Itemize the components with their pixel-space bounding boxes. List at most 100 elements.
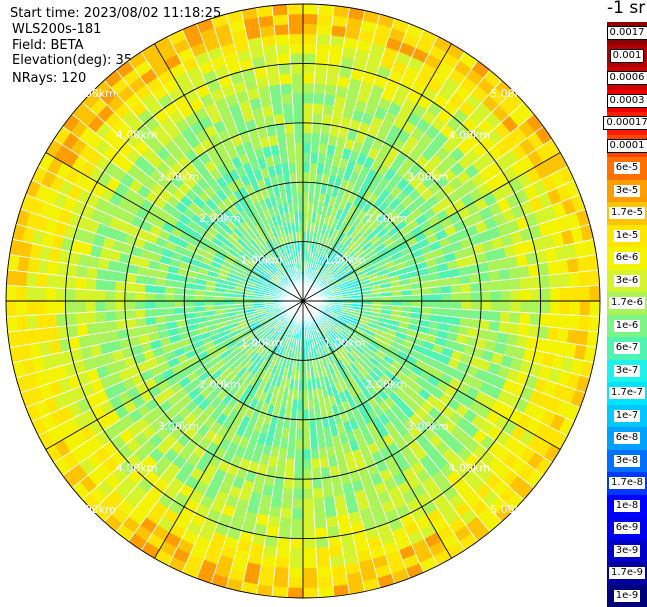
range-gate <box>324 506 338 518</box>
range-gate <box>520 300 531 314</box>
range-gate <box>267 515 281 528</box>
range-gate <box>278 517 292 529</box>
range-gate <box>296 409 304 421</box>
colorbar-tick-label: 3e-7 <box>613 364 641 377</box>
range-gate <box>302 33 318 45</box>
range-gate <box>289 43 304 55</box>
range-gate <box>292 102 304 114</box>
range-gate <box>510 289 522 302</box>
range-gate <box>302 419 310 430</box>
range-gate <box>329 34 346 47</box>
colorbar-tick-label: 1.7e-5 <box>608 207 646 220</box>
colorbar-level: 6e-6 <box>607 247 647 270</box>
range-gate <box>559 300 571 316</box>
range-gate <box>302 132 313 144</box>
colorbar-level: 3e-9 <box>607 539 647 562</box>
range-gate <box>302 172 310 183</box>
colorbar-level: 1e-7 <box>607 404 647 427</box>
range-gate <box>275 546 291 559</box>
range-ring-label: 2.00km <box>199 212 241 225</box>
range-gate <box>114 281 126 292</box>
colorbar-tick-label: 1e-6 <box>613 319 641 332</box>
range-gate <box>302 508 315 520</box>
nrays-label: NRays: 120 <box>12 71 87 86</box>
range-gate <box>268 84 282 96</box>
range-gate <box>27 257 40 274</box>
range-gate <box>519 312 531 326</box>
range-gate <box>294 142 304 153</box>
range-gate <box>183 294 195 302</box>
range-gate <box>84 300 96 313</box>
colorbar-level: 3e-5 <box>607 179 647 202</box>
range-gate <box>547 326 560 342</box>
range-gate <box>302 63 316 74</box>
range-gate <box>75 300 86 314</box>
colorbar-tick-label: 0.0006 <box>606 71 647 86</box>
range-gate <box>460 283 472 293</box>
range-gate <box>289 547 304 559</box>
range-gate <box>480 310 492 321</box>
range-gate <box>470 300 482 311</box>
range-gate <box>290 518 304 529</box>
range-gate <box>317 4 335 16</box>
colorbar-level: 1.7e-5 <box>607 202 647 225</box>
range-gate <box>75 312 87 326</box>
range-gate <box>95 311 107 323</box>
range-gate <box>510 300 522 313</box>
colorbar-level: 6e-9 <box>607 517 647 540</box>
colorbar-tick-label: 6e-9 <box>613 522 641 535</box>
range-gate <box>134 300 146 311</box>
range-gate <box>280 83 293 95</box>
colorbar-level: 3e-6 <box>607 269 647 292</box>
range-gate <box>282 487 294 499</box>
range-gate <box>45 273 58 289</box>
range-gate <box>302 23 318 35</box>
range-gate <box>134 309 146 319</box>
range-gate <box>470 309 482 320</box>
range-gate <box>293 458 304 470</box>
range-gate <box>316 23 333 36</box>
range-gate <box>509 311 521 324</box>
elevation-label: Elevation(deg): 35.30 <box>12 53 153 68</box>
colorbar-level: 1e-5 <box>607 224 647 247</box>
range-gate <box>548 273 561 289</box>
range-gate <box>294 449 304 460</box>
range-gate <box>441 293 452 302</box>
range-gate <box>25 314 38 331</box>
colorbar-level: 6e-7 <box>607 337 647 360</box>
colorbar-tick-label: 0.0017 <box>606 26 647 41</box>
range-gate <box>557 258 570 275</box>
range-gate <box>105 310 117 322</box>
range-gate <box>313 497 325 509</box>
range-gate <box>267 74 281 87</box>
instrument-label: WLS200s-181 <box>12 22 102 37</box>
range-gate <box>55 300 66 315</box>
range-gate <box>55 313 67 328</box>
range-ring-label: 2.00km <box>199 378 241 391</box>
range-gate <box>154 293 165 302</box>
colorbar-tick-label: 3e-5 <box>613 184 641 197</box>
range-gate <box>312 478 323 490</box>
range-gate <box>35 286 47 302</box>
field-label: Field: BETA <box>12 38 84 53</box>
range-gate <box>302 538 317 549</box>
range-gate <box>35 314 48 330</box>
range-gate <box>46 260 59 276</box>
range-gate <box>104 300 116 312</box>
range-gate <box>302 518 316 529</box>
range-gate <box>549 287 561 302</box>
range-gate <box>302 112 314 124</box>
range-gate <box>287 3 304 15</box>
range-ring-label: 4.00km <box>116 461 158 474</box>
range-gate <box>293 468 304 480</box>
range-gate <box>431 300 442 309</box>
range-gate <box>296 172 304 183</box>
range-gate <box>292 488 304 500</box>
range-gate <box>317 14 334 26</box>
range-gate <box>296 181 304 193</box>
range-gate <box>569 286 581 302</box>
colorbar-level: 0.0001 <box>606 134 647 157</box>
range-gate <box>559 286 571 302</box>
range-gate <box>35 300 47 316</box>
range-gate <box>55 287 66 302</box>
